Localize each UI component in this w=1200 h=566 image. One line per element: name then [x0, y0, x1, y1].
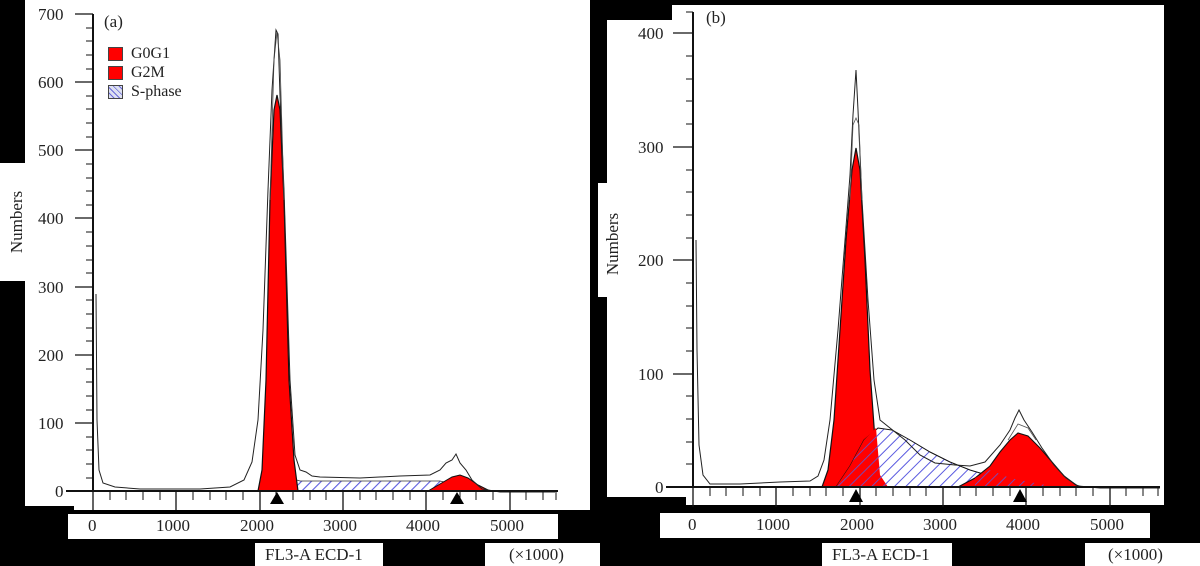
x-tick-b-4000: 4000	[1006, 515, 1040, 534]
peak-marker-b-g2m	[1013, 489, 1027, 502]
panel-label-b: (b)	[706, 8, 726, 27]
s-phase-tail-b	[975, 470, 1060, 487]
y-tick-b-0: 0	[655, 478, 664, 497]
legend-item-g2m: G2M	[108, 63, 182, 82]
x-tick-b-1000: 1000	[756, 515, 790, 534]
plot-b-yaxis-strip-mid	[598, 183, 689, 297]
y-ticks-b	[673, 32, 693, 488]
x-tick-a-2000: 2000	[240, 516, 274, 535]
plot-a-yaxis-strip-mid	[0, 163, 75, 281]
x-tick-b-5000: 5000	[1090, 515, 1124, 534]
raw-histogram-a	[95, 28, 555, 493]
legend-item-s-phase: S-phase	[108, 82, 182, 101]
x-tick-b-2000: 2000	[840, 515, 874, 534]
y-minor-ticks-a	[86, 27, 93, 479]
xunit-a-strip	[485, 543, 600, 566]
x-minor-ticks-b	[709, 487, 1159, 496]
g0g1-swatch-icon	[108, 46, 123, 61]
y-tick-a-200: 200	[38, 346, 64, 365]
y-axis-label-b: Numbers	[603, 212, 622, 276]
peak-marker-a-g2m	[450, 492, 464, 504]
y-tick-a-400: 400	[38, 209, 64, 228]
x-tick-a-0: 0	[88, 516, 97, 535]
xlabel-a-strip	[255, 543, 383, 566]
peak-marker-b-g0g1	[849, 489, 863, 502]
plot-a-yaxis-strip-top	[25, 0, 75, 163]
y-tick-a-300: 300	[38, 278, 64, 297]
xunit-b-strip	[1085, 543, 1200, 566]
x-ticks-a	[92, 491, 511, 510]
legend: G0G1 G2M S-phase	[108, 44, 182, 101]
y-tick-a-600: 600	[38, 73, 64, 92]
panel-label-a: (a)	[104, 12, 123, 31]
x-ticks-b	[692, 487, 1111, 507]
plot-b-area	[686, 5, 1164, 505]
y-tick-b-100: 100	[638, 365, 664, 384]
x-tick-a-5000: 5000	[490, 516, 524, 535]
plot-a-area	[74, 0, 590, 510]
x-ticklabels-a-strip	[68, 514, 558, 539]
y-tick-a-100: 100	[38, 414, 64, 433]
x-tick-b-0: 0	[688, 515, 697, 534]
s-phase-swatch-icon	[108, 84, 123, 99]
raw-histogram-b	[695, 69, 1160, 489]
y-minor-ticks-b	[686, 11, 693, 465]
y-tick-b-400: 400	[638, 24, 664, 43]
y-tick-a-700: 700	[38, 5, 64, 24]
x-axis-label-b: FL3-A ECD-1	[832, 545, 930, 564]
xlabel-b-strip	[822, 543, 952, 566]
y-tick-a-0: 0	[55, 482, 64, 501]
y-tick-b-200: 200	[638, 251, 664, 270]
chart-a-svg	[66, 13, 558, 510]
g2m-swatch-icon	[108, 65, 123, 80]
panel-a: 700 600 500 400 300 200 100 0 Numbers (a…	[0, 0, 600, 566]
x-axis-unit-b: (×1000)	[1108, 545, 1163, 564]
legend-item-g0g1: G0G1	[108, 44, 182, 63]
peak-marker-a-g0g1	[270, 492, 284, 504]
plot-a-yaxis-strip-low	[25, 281, 75, 506]
x-axis-label-a: FL3-A ECD-1	[265, 545, 363, 564]
x-tick-a-3000: 3000	[323, 516, 357, 535]
s-phase-overlap-b	[836, 428, 888, 487]
x-tick-a-4000: 4000	[406, 516, 440, 535]
g0g1-area-a	[257, 94, 299, 492]
x-tick-b-3000: 3000	[923, 515, 957, 534]
x-axis-unit-a: (×1000)	[509, 545, 564, 564]
y-tick-b-300: 300	[638, 138, 664, 157]
y-tick-a-500: 500	[38, 141, 64, 160]
x-tick-a-1000: 1000	[156, 516, 190, 535]
x-ticklabels-b-strip	[660, 513, 1150, 538]
plot-b-yaxis-strip	[607, 20, 689, 183]
plot-b-yaxis-strip-low	[607, 297, 689, 497]
